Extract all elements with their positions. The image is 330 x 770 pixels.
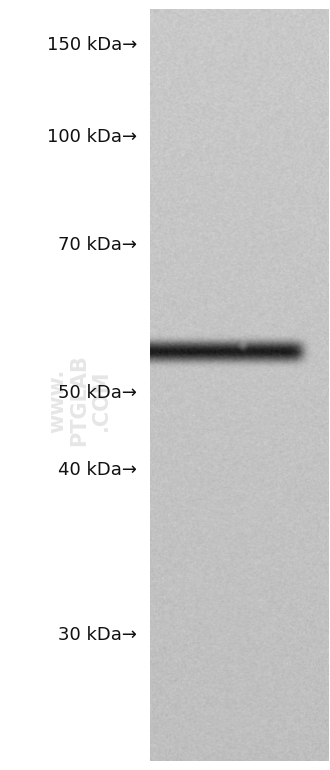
Text: 70 kDa→: 70 kDa→ [58, 236, 137, 254]
Text: www.
PTGLAB
.COM: www. PTGLAB .COM [48, 354, 111, 447]
Text: 30 kDa→: 30 kDa→ [58, 626, 137, 644]
Text: 40 kDa→: 40 kDa→ [58, 460, 137, 479]
Text: 100 kDa→: 100 kDa→ [47, 128, 137, 146]
Text: 150 kDa→: 150 kDa→ [47, 35, 137, 54]
Text: 50 kDa→: 50 kDa→ [58, 383, 137, 402]
